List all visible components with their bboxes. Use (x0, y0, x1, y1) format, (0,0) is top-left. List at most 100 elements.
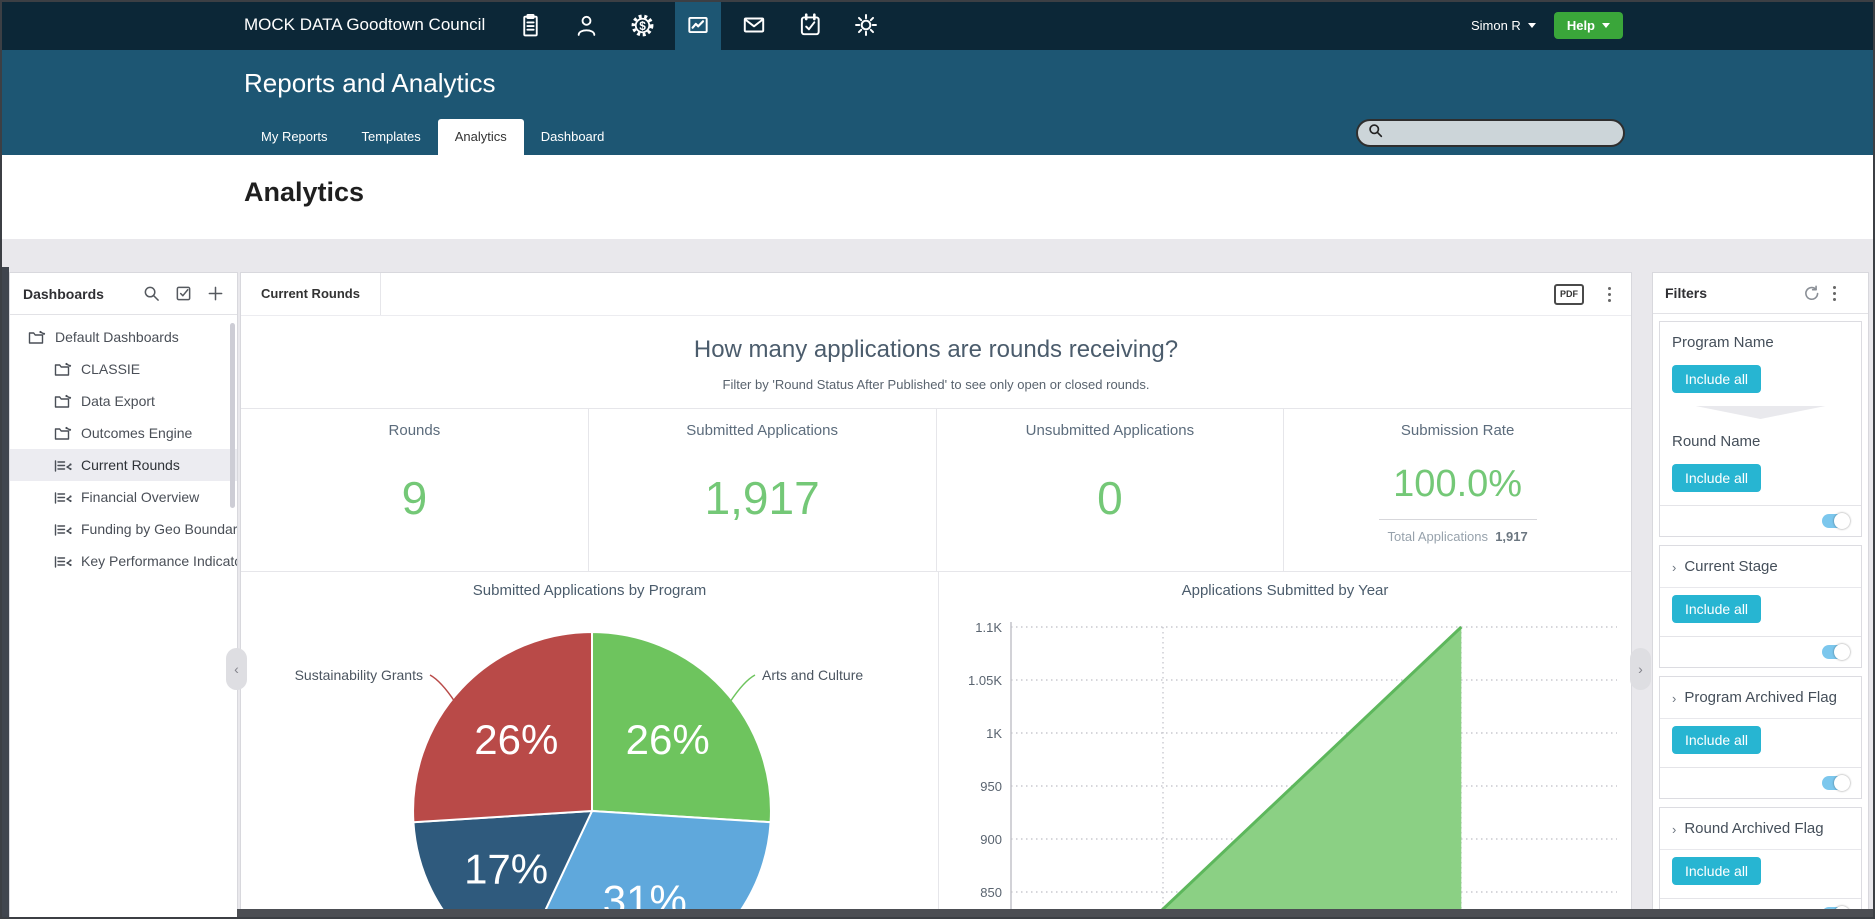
folder-icon (54, 426, 72, 441)
svg-text:900: 900 (980, 832, 1002, 847)
filter-connector (1660, 406, 1861, 421)
collapse-filters-button[interactable]: › (1630, 648, 1651, 690)
filter-card-program-archived-flag: › Program Archived Flag Include all (1659, 676, 1862, 799)
filters-header: Filters (1653, 273, 1868, 314)
pie-chart-container: Submitted Applications by Program 26%31%… (241, 572, 939, 918)
svg-text:17%: 17% (464, 845, 548, 892)
settings-icon[interactable] (843, 0, 889, 50)
filters-body: Program Name Include all Round Name Include… (1653, 314, 1868, 919)
area-chart-container: Applications Submitted by Year 1.1K1.05K… (939, 572, 1631, 918)
svg-text:$: $ (639, 19, 646, 33)
user-icon[interactable] (563, 0, 609, 50)
sidebar-item-label: Key Performance Indicato... (81, 553, 237, 569)
include-all-button[interactable]: Include all (1672, 365, 1761, 393)
header-search[interactable] (1356, 119, 1625, 147)
section-title: Reports and Analytics (244, 68, 495, 99)
include-all-button[interactable]: Include all (1672, 857, 1761, 885)
stat-submission-rate: Submission Rate100.0% Total Applications… (1283, 409, 1631, 571)
folder-icon (28, 330, 46, 345)
svg-text:950: 950 (980, 779, 1002, 794)
search-input[interactable] (1389, 125, 1613, 142)
dashboard-question: How many applications are rounds receivi… (241, 336, 1631, 364)
tasks-icon[interactable] (787, 0, 833, 50)
analytics-icon[interactable] (675, 0, 721, 50)
tab-analytics[interactable]: Analytics (438, 119, 524, 155)
pdf-export-button[interactable]: PDF (1554, 284, 1584, 305)
page-header-band: Reports and Analytics My ReportsTemplate… (0, 50, 1875, 155)
svg-text:26%: 26% (474, 716, 558, 763)
filter-toggle-row (1660, 505, 1861, 536)
stat-label: Unsubmitted Applications (937, 422, 1284, 439)
stat-value: 0 (937, 471, 1284, 525)
dashboard-panel: Current Rounds PDF How many applications… (240, 272, 1632, 919)
sidebar-item-label: Data Export (81, 393, 155, 409)
filter-title-current-stage[interactable]: ›Current Stage (1660, 546, 1861, 588)
nav-right-group: Simon R Help (1471, 12, 1623, 39)
tab-my-reports[interactable]: My Reports (244, 119, 344, 155)
checkbox-icon[interactable] (175, 285, 192, 302)
charts-row: Submitted Applications by Program 26%31%… (241, 572, 1631, 918)
dashboard-icon (54, 458, 72, 473)
chevron-right-icon: › (1638, 661, 1643, 677)
finance-icon[interactable]: $ (619, 0, 665, 50)
filter-label: Program Archived Flag (1684, 688, 1837, 708)
filter-title-round-name: Round Name (1660, 421, 1861, 457)
user-label: Simon R (1471, 18, 1521, 33)
toggle-switch[interactable] (1822, 514, 1849, 528)
sidebar-item-funding-by-geo-boundari[interactable]: Funding by Geo Boundari... (10, 513, 237, 545)
kebab-menu-icon[interactable] (1833, 286, 1836, 301)
filter-label: Program Name (1672, 333, 1774, 352)
tab-dashboard[interactable]: Dashboard (524, 119, 622, 155)
sidebar-item-default-dashboards[interactable]: Default Dashboards (10, 321, 237, 353)
tab-templates[interactable]: Templates (344, 119, 437, 155)
reset-icon[interactable] (1802, 285, 1819, 302)
kebab-menu-icon[interactable] (1608, 287, 1611, 302)
filter-title-program-name: Program Name (1660, 322, 1861, 358)
sidebar-item-data-export[interactable]: Data Export (10, 385, 237, 417)
sidebar-scrollbar[interactable] (230, 323, 235, 508)
help-button[interactable]: Help (1554, 12, 1623, 39)
area-chart-title: Applications Submitted by Year (939, 582, 1631, 599)
stat-label: Rounds (241, 422, 588, 439)
collapse-sidebar-button[interactable]: ‹ (226, 648, 247, 690)
pie-chart: 26%31%17%26%Arts and CultureSustainabili… (241, 572, 938, 913)
include-all-button[interactable]: Include all (1672, 726, 1761, 754)
sidebar-item-current-rounds[interactable]: Current Rounds (10, 449, 237, 481)
filter-label: Round Name (1672, 432, 1760, 451)
stat-label: Submitted Applications (589, 422, 936, 439)
stat-submitted-applications: Submitted Applications 1,917 (588, 409, 936, 571)
filter-title-round-archived-flag[interactable]: ›Round Archived Flag (1660, 808, 1861, 850)
divider (1379, 519, 1537, 520)
sidebar-item-label: Outcomes Engine (81, 425, 192, 441)
dashboards-sidebar: Dashboards Default DashboardsCLASSIE Data… (9, 272, 238, 919)
chevron-right-icon: › (1672, 689, 1676, 708)
toggle-switch[interactable] (1822, 645, 1849, 659)
stat-value: 9 (241, 471, 588, 525)
svg-text:1K: 1K (986, 726, 1002, 741)
stat-value: 1,917 (589, 471, 936, 525)
sidebar-item-financial-overview[interactable]: Financial Overview (10, 481, 237, 513)
horizontal-scrollbar[interactable] (237, 909, 1873, 917)
mail-icon[interactable] (731, 0, 777, 50)
sidebar-item-classie[interactable]: CLASSIE (10, 353, 237, 385)
svg-text:1.1K: 1.1K (975, 620, 1002, 635)
sidebar-item-outcomes-engine[interactable]: Outcomes Engine (10, 417, 237, 449)
sidebar-item-key-performance-indicato[interactable]: Key Performance Indicato... (10, 545, 237, 577)
sidebar-title: Dashboards (23, 286, 104, 302)
filters-panel: Filters Program Name Include all Round Nam… (1652, 272, 1869, 919)
search-icon (1368, 123, 1383, 143)
clipboard-icon[interactable] (507, 0, 553, 50)
plus-icon[interactable] (207, 285, 224, 302)
user-menu[interactable]: Simon R (1471, 18, 1536, 33)
folder-icon (54, 394, 72, 409)
search-icon[interactable] (143, 285, 160, 302)
filter-title-program-archived-flag[interactable]: › Program Archived Flag (1660, 677, 1861, 719)
stat-label: Submission Rate (1284, 422, 1631, 439)
app-title: MOCK DATA Goodtown Council (244, 15, 485, 35)
toggle-switch[interactable] (1822, 776, 1849, 790)
include-all-button[interactable]: Include all (1672, 464, 1761, 492)
include-all-button[interactable]: Include all (1672, 595, 1761, 623)
svg-text:Sustainability Grants: Sustainability Grants (295, 667, 423, 683)
filter-label: Current Stage (1684, 557, 1777, 577)
filter-card-current-stage: ›Current Stage Include all (1659, 545, 1862, 668)
